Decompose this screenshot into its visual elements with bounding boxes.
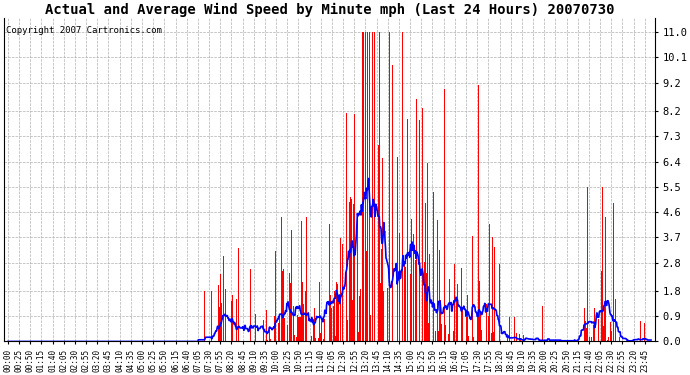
Text: Copyright 2007 Cartronics.com: Copyright 2007 Cartronics.com	[6, 26, 161, 35]
Title: Actual and Average Wind Speed by Minute mph (Last 24 Hours) 20070730: Actual and Average Wind Speed by Minute …	[45, 3, 614, 17]
